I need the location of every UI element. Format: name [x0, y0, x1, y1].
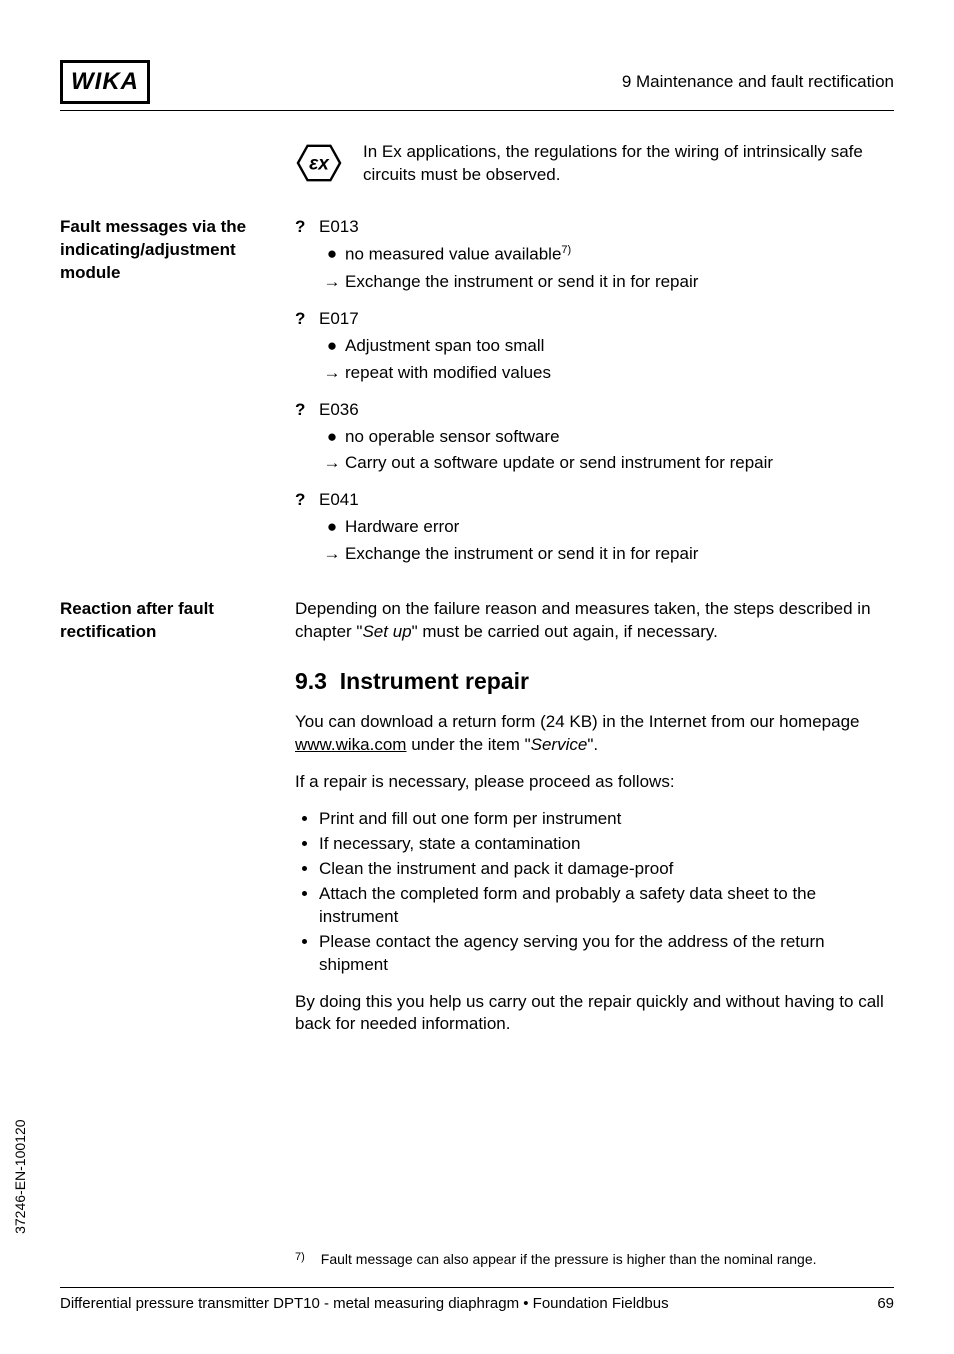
question-mark-icon: ?	[295, 308, 319, 385]
question-mark-icon: ?	[295, 216, 319, 293]
fault-code: E017	[319, 308, 894, 331]
list-item: Attach the completed form and probably a…	[319, 883, 894, 929]
fault-code: E013	[319, 216, 894, 239]
question-mark-icon: ?	[295, 399, 319, 476]
fault-code: E036	[319, 399, 894, 422]
list-item: Please contact the agency serving you fo…	[319, 931, 894, 977]
repair-p1: You can download a return form (24 KB) i…	[295, 711, 894, 757]
fault-block: ?E036 ●no operable sensor software→Carry …	[295, 399, 894, 476]
fault-description: no operable sensor software	[345, 426, 560, 449]
fault-block: ?E013 ●no measured value available7)→Exch…	[295, 216, 894, 293]
question-mark-icon: ?	[295, 489, 319, 566]
bullet-icon: ●	[319, 426, 345, 449]
repair-bullet-list: Print and fill out one form per instrume…	[295, 808, 894, 977]
wika-link[interactable]: www.wika.com	[295, 735, 406, 754]
footer-text: Differential pressure transmitter DPT10 …	[60, 1294, 669, 1314]
document-code: 37246-EN-100120	[11, 1120, 30, 1234]
arrow-icon: →	[319, 452, 345, 475]
side-label-faults: Fault messages via the indicating/adjust…	[60, 216, 275, 285]
list-item: Clean the instrument and pack it damage-…	[319, 858, 894, 881]
reaction-paragraph: Depending on the failure reason and meas…	[295, 598, 894, 644]
fault-description: Adjustment span too small	[345, 335, 544, 358]
repair-p3: By doing this you help us carry out the …	[295, 991, 894, 1037]
page-number: 69	[877, 1294, 894, 1314]
arrow-icon: →	[319, 271, 345, 294]
side-label-reaction: Reaction after fault rectification	[60, 598, 275, 644]
fault-description: Hardware error	[345, 516, 459, 539]
fault-block: ?E041 ●Hardware error→Exchange the instru…	[295, 489, 894, 566]
section-heading: 9.3 Instrument repair	[295, 666, 894, 697]
footnote: 7) Fault message can also appear if the …	[295, 1250, 894, 1269]
svg-text:εx: εx	[309, 154, 330, 175]
ex-note-text: In Ex applications, the regulations for …	[363, 141, 894, 192]
arrow-icon: →	[319, 543, 345, 566]
fault-action: Exchange the instrument or send it in fo…	[345, 271, 698, 294]
arrow-icon: →	[319, 362, 345, 385]
fault-action: repeat with modified values	[345, 362, 551, 385]
bullet-icon: ●	[319, 335, 345, 358]
bullet-icon: ●	[319, 516, 345, 539]
fault-action: Exchange the instrument or send it in fo…	[345, 543, 698, 566]
fault-block: ?E017 ●Adjustment span too small→repeat w…	[295, 308, 894, 385]
fault-action: Carry out a software update or send inst…	[345, 452, 773, 475]
fault-description: no measured value available7)	[345, 243, 571, 267]
bullet-icon: ●	[319, 243, 345, 267]
brand-logo: WIKA	[60, 60, 150, 104]
list-item: If necessary, state a contamination	[319, 833, 894, 856]
ex-mark-icon: εx	[295, 141, 343, 192]
chapter-title: 9 Maintenance and fault rectification	[622, 71, 894, 94]
repair-p2: If a repair is necessary, please proceed…	[295, 771, 894, 794]
fault-code: E041	[319, 489, 894, 512]
list-item: Print and fill out one form per instrume…	[319, 808, 894, 831]
